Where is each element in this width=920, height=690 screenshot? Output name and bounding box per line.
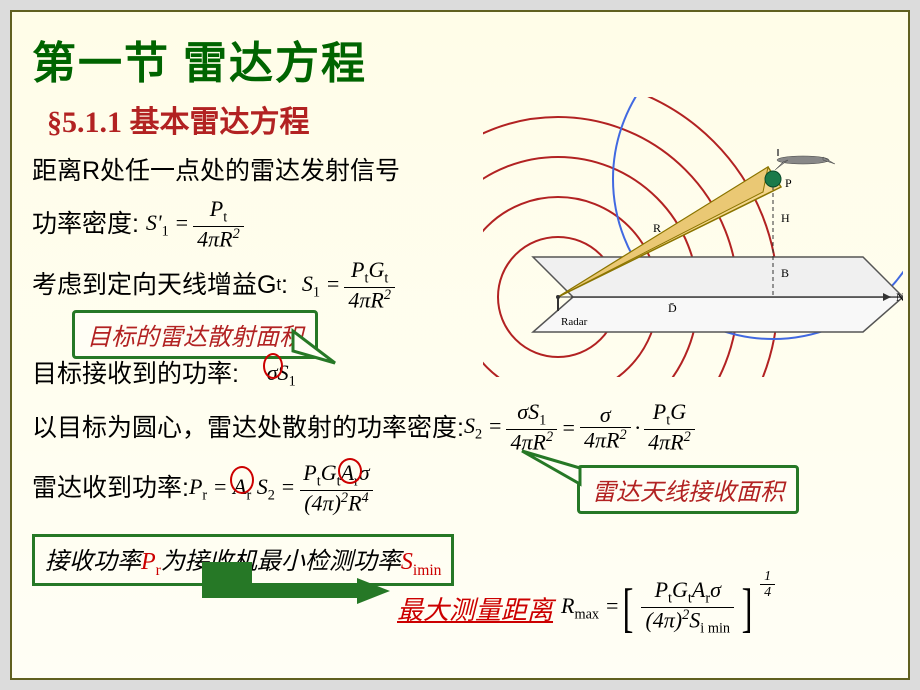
eq-sigma-s1: σS1 — [267, 355, 296, 393]
callout-antenna-area: 雷达天线接收面积 — [577, 465, 799, 514]
text-line5: 雷达收到功率: — [32, 468, 189, 508]
callout-rcs: 目标的雷达散射面积 — [72, 310, 318, 359]
callout-antenna-text: 雷达天线接收面积 — [592, 480, 784, 506]
frac-ptgt: PtGt 4πR2 — [344, 258, 395, 313]
callout-rcs-text: 目标的雷达散射面积 — [87, 325, 303, 351]
text-line1b: 功率密度: — [32, 204, 139, 244]
text-maxrange: 最大测量距离 — [397, 590, 553, 627]
text-line2c: : — [281, 265, 288, 305]
eq-pr: Pr = Ar S2 = — [189, 469, 295, 507]
eq-s1p: S'1 = — [146, 205, 189, 243]
frac-ptg: PtG 4πR2 — [644, 400, 695, 455]
gb-a: 接收功率 — [45, 549, 141, 575]
eq-s1: S1 = — [302, 266, 341, 304]
gb-d: S — [401, 549, 413, 575]
line-target-power: 目标接收到的功率: σS1 — [32, 354, 888, 394]
frac-sigma-only: σ 4πR2 — [580, 403, 631, 453]
eq-rmax-lhs: Rmax = — [561, 593, 619, 623]
callout-antenna-pointer — [522, 446, 582, 486]
gb-ds: imin — [413, 561, 442, 578]
text-line2: 考虑到定向天线增益G — [32, 265, 276, 305]
eq-rmax-rhs: [ PtGtArσ (4π)2Si min ] 1 4 — [619, 577, 779, 639]
slide-title: 第一节 雷达方程 — [32, 27, 888, 91]
arrow-maxrange-icon — [202, 562, 392, 612]
line-scatter-density: 以目标为圆心，雷达处散射的功率密度: S2 = σS1 4πR2 = σ 4πR… — [32, 400, 888, 455]
circle-sigma-icon — [263, 353, 283, 379]
section-heading: §5.1.1 基本雷达方程 — [47, 97, 888, 141]
gb-b: P — [141, 549, 156, 575]
frac-pr-full: PtGtArσ (4π)2R4 — [299, 461, 373, 516]
callout-rcs-pointer — [293, 331, 353, 371]
frac-rmax: PtGtArσ (4π)2Si min — [641, 578, 734, 638]
exp-quarter: 1 4 — [760, 569, 775, 601]
line-power-density: 功率密度: S'1 = Pt 4πR2 — [32, 197, 888, 252]
row-maxrange: 最大测量距离 Rmax = [ PtGtArσ (4π)2Si min ] 1 … — [397, 577, 779, 639]
frac-pt-4pir2: Pt 4πR2 — [193, 197, 244, 252]
line-gain: 考虑到定向天线增益Gt: S1 = PtGt 4πR2 — [32, 258, 888, 313]
circle-ar2-icon — [338, 458, 362, 484]
slide: Radar N R D̄ B H P 第一节 雷达方程 §5.1.1 基本雷达方… — [10, 10, 910, 680]
text-line4: 以目标为圆心，雷达处散射的功率密度: — [32, 408, 464, 448]
content: 第一节 雷达方程 §5.1.1 基本雷达方程 距离R处任一点处的雷达发射信号 功… — [32, 27, 888, 586]
text-line3: 目标接收到的功率: — [32, 354, 239, 394]
label-n: N — [896, 290, 903, 304]
eq-s2-lhs: S2 = — [464, 408, 503, 446]
line-signal-1: 距离R处任一点处的雷达发射信号 — [32, 151, 888, 191]
circle-ar1-icon — [230, 466, 254, 494]
text-line1a: 距离R处任一点处的雷达发射信号 — [32, 151, 400, 191]
